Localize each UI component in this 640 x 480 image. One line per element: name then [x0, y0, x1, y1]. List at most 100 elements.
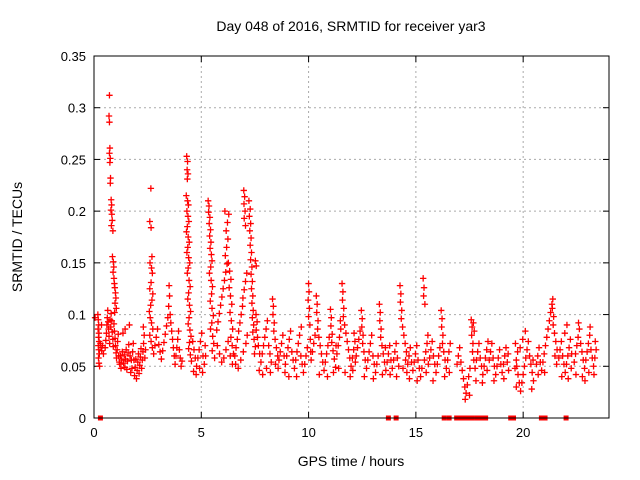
data-point-marker	[248, 285, 255, 292]
data-point-marker	[359, 315, 366, 322]
data-point-marker	[372, 369, 379, 376]
data-point-marker	[335, 365, 342, 372]
data-point-marker	[466, 392, 473, 399]
data-point-marker	[328, 339, 335, 346]
data-point-marker	[402, 356, 409, 364]
data-point-marker	[422, 369, 430, 376]
data-point-marker	[558, 373, 565, 380]
data-point-marker	[127, 369, 134, 376]
data-point-marker	[349, 367, 356, 374]
data-point-marker	[247, 220, 254, 227]
data-point-marker	[242, 222, 249, 229]
data-point-marker	[501, 352, 508, 360]
data-point-marker	[207, 238, 215, 246]
data-point-marker	[505, 367, 512, 374]
data-point-marker	[270, 303, 277, 310]
data-point-marker	[429, 377, 437, 384]
data-point-marker	[232, 361, 239, 368]
y-tick-label: 0.25	[61, 152, 86, 167]
data-point-marker	[527, 361, 535, 368]
data-point-marker	[224, 338, 232, 345]
data-point-marker	[279, 332, 287, 339]
data-point-marker	[241, 193, 248, 200]
data-point-marker	[487, 348, 494, 356]
data-point-marker	[575, 319, 582, 327]
data-point-marker	[498, 369, 506, 376]
data-point-marker	[418, 365, 426, 372]
data-point-marker	[133, 375, 140, 382]
data-point-marker	[113, 346, 121, 353]
data-point-marker	[421, 356, 428, 364]
data-point-marker	[320, 367, 328, 374]
data-point-marker	[117, 352, 124, 360]
data-point-marker	[192, 371, 200, 378]
data-point-marker	[325, 334, 333, 341]
data-point-marker	[336, 334, 343, 341]
x-tick-label: 20	[516, 425, 530, 440]
data-point-marker	[309, 348, 316, 356]
data-point-marker	[210, 312, 217, 319]
data-point-marker	[237, 356, 244, 364]
data-point-marker	[399, 365, 407, 372]
data-point-marker	[231, 352, 238, 360]
data-point-marker	[206, 232, 213, 240]
data-point-marker	[469, 340, 477, 347]
data-point-marker	[528, 385, 535, 393]
data-point-marker	[441, 373, 448, 380]
data-point-marker	[163, 322, 170, 330]
data-point-marker	[534, 352, 541, 360]
data-point-marker	[298, 323, 305, 331]
data-point-marker	[171, 361, 179, 368]
data-point-marker	[228, 317, 235, 324]
data-point-marker	[482, 354, 489, 362]
data-point-marker	[386, 371, 394, 378]
data-point-marker	[146, 332, 153, 339]
data-point-marker	[399, 323, 406, 331]
data-point-marker	[142, 346, 149, 353]
data-point-marker	[500, 375, 508, 382]
data-point-marker	[166, 292, 173, 300]
data-point-marker	[324, 373, 331, 380]
data-point-marker	[195, 346, 203, 353]
data-point-marker	[247, 271, 255, 278]
data-point-marker	[445, 348, 453, 356]
data-point-marker	[464, 381, 471, 389]
data-point-marker	[225, 211, 232, 218]
data-point-marker	[226, 309, 234, 316]
data-point-marker	[592, 346, 600, 353]
data-point-marker	[242, 278, 249, 285]
data-point-marker	[546, 317, 553, 324]
data-point-marker	[248, 299, 256, 307]
data-point-marker	[398, 307, 405, 314]
data-point-marker	[222, 252, 229, 259]
data-point-marker	[125, 341, 132, 348]
data-point-marker	[183, 207, 191, 215]
data-point-marker	[455, 352, 462, 360]
data-point-marker	[522, 327, 529, 335]
data-point-marker	[400, 332, 408, 339]
data-point-marker	[183, 192, 190, 199]
data-point-marker	[413, 377, 421, 384]
x-tick-label: 10	[301, 425, 315, 440]
data-point-marker	[239, 303, 246, 310]
data-point-marker	[358, 307, 365, 314]
data-point-marker	[328, 331, 336, 338]
data-point-marker	[103, 321, 111, 329]
data-point-marker	[472, 377, 480, 384]
data-point-marker	[154, 325, 161, 333]
data-point-marker	[146, 218, 153, 225]
data-point-marker	[541, 369, 548, 376]
data-point-marker	[356, 327, 364, 335]
data-point-marker	[377, 309, 384, 316]
data-point-marker	[105, 333, 113, 340]
data-point-marker	[302, 352, 310, 360]
data-point-marker	[368, 332, 375, 339]
data-point-marker	[390, 356, 397, 364]
data-point-marker	[422, 348, 429, 356]
data-point-marker	[149, 290, 156, 298]
data-point-marker	[492, 371, 499, 378]
data-point-marker	[291, 365, 298, 372]
data-point-marker	[247, 234, 255, 242]
data-point-marker	[425, 361, 432, 368]
data-point-marker	[585, 340, 592, 347]
